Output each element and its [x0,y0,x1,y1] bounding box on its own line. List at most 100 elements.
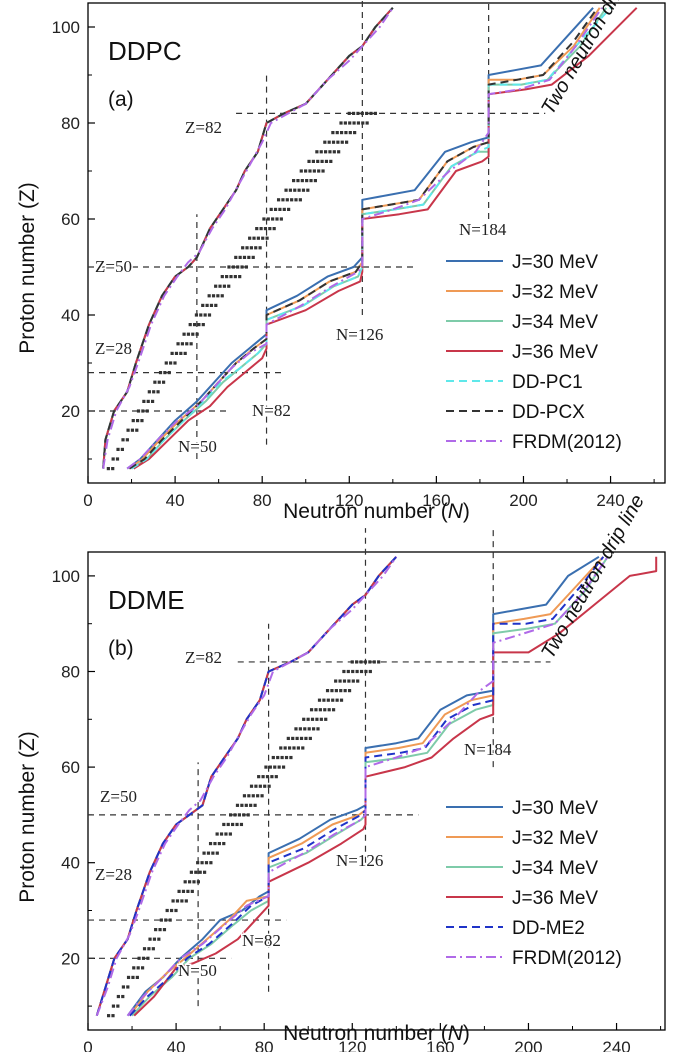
stable-nucleus-marker [159,918,163,922]
stable-nucleus-marker [208,841,213,846]
stable-nucleus-marker [293,188,297,192]
stable-nucleus-marker [251,255,255,259]
stable-nucleus-marker [169,361,173,365]
stable-nucleus-marker [276,755,280,760]
stable-nucleus-marker [202,870,207,874]
stable-nucleus-marker [151,947,155,951]
stable-nucleus-marker [257,775,261,779]
stable-nucleus-marker [281,198,285,202]
stable-nucleus-marker [211,294,216,298]
stable-nucleus-marker [158,371,163,375]
stable-nucleus-marker [142,399,146,403]
stable-nucleus-marker [158,928,162,932]
stable-nucleus-marker [187,880,192,884]
stable-nucleus-marker [351,669,355,674]
x-tick-label: 200 [509,491,537,510]
stable-nucleus-marker [308,736,312,741]
plot-frame [87,2,666,484]
stable-nucleus-marker [126,985,130,989]
stable-nucleus-marker [256,236,260,240]
stable-nucleus-marker [240,803,244,807]
y-axis-title: Proton number (Z) [16,731,39,903]
stable-nucleus-marker [254,246,258,250]
stable-nucleus-marker [125,438,129,442]
stable-nucleus-marker [269,207,273,211]
stable-nucleus-marker [246,813,250,817]
stable-nucleus-marker [324,159,329,163]
stable-nucleus-marker [340,140,344,144]
stable-nucleus-marker [301,188,306,192]
stable-nucleus-marker [190,889,194,893]
stable-nucleus-marker [317,698,322,702]
stable-nucleus-marker [209,861,213,865]
stable-nucleus-marker [106,1014,111,1018]
stable-nucleus-marker [197,323,201,327]
stable-nucleus-marker [353,131,357,135]
stable-nucleus-marker [289,755,293,760]
stable-nucleus-marker [153,380,157,384]
stable-nucleus-marker [302,717,306,721]
stable-nucleus-marker [254,784,258,788]
legend-entry-label: J=36 MeV [512,342,598,363]
stable-nucleus-marker [365,111,369,115]
stable-nucleus-marker [252,236,256,240]
stable-nucleus-marker [287,207,291,211]
stable-nucleus-marker [261,775,265,779]
stable-nucleus-marker [249,784,254,788]
panel-a-ddpc: 0 40 80 120 160 200 240 20 40 60 80 100 Neutron numb… [16,0,666,523]
stable-nucleus-marker [241,246,245,250]
magic-label-z50: Z=50 [100,787,137,806]
series-proton-drip-line-3 [102,7,394,469]
stable-nucleus-marker [356,121,361,125]
stable-nucleus-marker [174,351,179,355]
stable-nucleus-marker [298,198,302,202]
stable-nucleus-marker [373,111,377,115]
stable-nucleus-marker [265,236,269,240]
stable-nucleus-marker [251,794,255,798]
stable-nucleus-marker [320,159,324,163]
stable-nucleus-marker [307,727,311,731]
stable-nucleus-marker [299,169,303,173]
stable-nucleus-marker [156,390,160,394]
stable-nucleus-marker [262,217,266,221]
stable-nucleus-marker [304,169,308,173]
stable-nucleus-marker [329,159,333,163]
stable-nucleus-marker [328,150,332,154]
stable-nucleus-marker [323,708,327,712]
x-tick-label: 40 [166,491,185,510]
stable-nucleus-marker [342,669,346,674]
y-tick-label: 60 [61,758,80,777]
stable-nucleus-marker [206,851,211,855]
stable-nucleus-marker [343,121,347,125]
stable-nucleus-marker [242,255,247,259]
stable-nucleus-marker [359,669,364,674]
stable-nucleus-marker [309,708,314,712]
stable-nucleus-marker [348,121,352,125]
stable-nucleus-marker [343,689,347,693]
series-neutron-drip-line-6 [126,7,603,470]
stable-nucleus-marker [207,294,211,298]
stable-nucleus-marker [213,841,217,846]
stable-nucleus-marker [297,188,301,192]
stable-nucleus-marker [201,323,205,327]
x-tick-label: 120 [335,491,363,510]
legend-entry-label: DD-ME2 [512,918,585,939]
x-tick-label: 160 [422,491,450,510]
magic-label-n184: N=184 [459,220,507,239]
magic-label-n126: N=126 [336,851,383,870]
y-axis-title: Proton number (Z) [16,182,39,354]
y-tick-label: 100 [52,18,80,37]
stable-nucleus-marker [309,179,313,183]
series-proton-drip-line-5 [95,556,398,1017]
stable-nucleus-marker [265,775,270,779]
x-axis-title-close: ) [463,500,470,523]
stable-nucleus-marker [322,698,326,702]
stable-nucleus-marker [355,669,359,674]
x-tick-label: 80 [253,491,272,510]
stable-nucleus-marker [215,851,219,855]
stable-nucleus-marker [214,284,218,288]
stable-nucleus-marker [280,755,284,760]
stable-nucleus-marker [204,861,209,865]
stable-nucleus-marker [220,275,224,279]
